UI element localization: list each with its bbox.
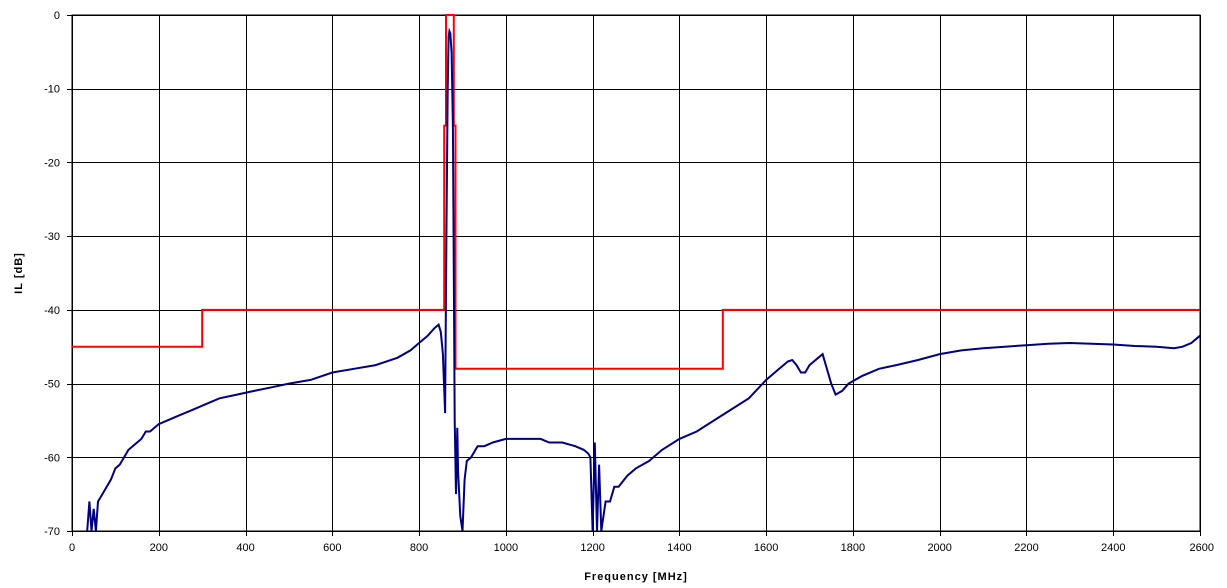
x-tick-label: 1400 [667, 542, 691, 554]
x-tick-label: 800 [410, 542, 428, 554]
y-tick-label: -20 [44, 157, 60, 169]
x-tick-label: 2200 [1014, 542, 1038, 554]
x-tick-label: 600 [323, 542, 341, 554]
measurement-curve [86, 27, 1201, 532]
series-layer [72, 14, 1201, 532]
plot-area [71, 14, 1201, 532]
y-axis-title: IL [dB] [13, 252, 25, 294]
x-tick-label: 1800 [841, 542, 865, 554]
y-tick-label: -50 [44, 379, 60, 391]
grid-lines [67, 15, 1201, 536]
y-tick-label: 0 [54, 10, 60, 22]
x-tick-label: 2600 [1190, 542, 1214, 554]
x-tick-label: 1200 [580, 542, 604, 554]
y-tick-label: -30 [44, 231, 60, 243]
y-tick-label: -40 [44, 305, 60, 317]
y-tick-label: -70 [44, 526, 60, 538]
limit-mask [72, 14, 1200, 370]
x-tick-labels: 0 200 400 600 800 1000 1200 1400 1600 1800 2000 220… [69, 542, 1214, 554]
x-tick-label: 1600 [754, 542, 778, 554]
x-tick-label: 2400 [1101, 542, 1125, 554]
x-axis-title: Frequency [MHz] [584, 571, 688, 583]
x-tick-label: 200 [150, 542, 168, 554]
y-tick-label: -60 [44, 452, 60, 464]
x-tick-label: 0 [69, 542, 75, 554]
x-tick-label: 2000 [927, 542, 951, 554]
x-tick-label: 1000 [494, 542, 518, 554]
y-tick-labels: 0 -10 -20 -30 -40 -50 -60 -70 [44, 10, 60, 538]
y-tick-label: -10 [44, 84, 60, 96]
x-tick-label: 400 [236, 542, 254, 554]
